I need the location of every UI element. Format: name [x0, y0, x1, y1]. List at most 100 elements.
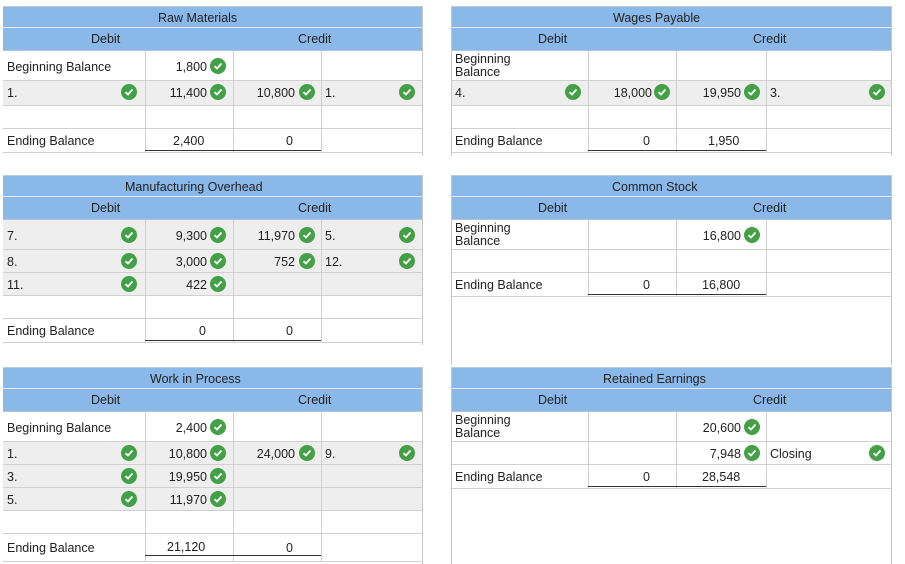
row-label: Ending Balance	[455, 134, 543, 148]
column-header-row: Debit Credit	[3, 197, 422, 220]
ending-balance-row: Ending Balance 21,120 0	[3, 534, 422, 562]
row-label-line1: Beginning	[455, 221, 511, 235]
common-stock-account: Common Stock Debit Credit Beginning Bala…	[451, 175, 892, 365]
credit-amount[interactable]: 10,800	[256, 86, 295, 100]
row-label-line2: Balance	[455, 234, 501, 248]
check-circle-icon	[210, 468, 226, 484]
row-label: Ending Balance	[7, 324, 95, 338]
entry-row: 8. 3,000 752 12.	[3, 250, 422, 273]
beginning-balance-row: Beginning Balance 1,800	[3, 51, 422, 81]
debit-amount[interactable]: 11,970	[169, 493, 207, 507]
ending-credit: 0	[286, 134, 293, 148]
ending-credit: 0	[286, 541, 293, 555]
row-label: Ending Balance	[7, 541, 95, 555]
row-label[interactable]: 4.	[455, 86, 466, 100]
debit-header: Debit	[91, 393, 121, 407]
raw-materials-account: Raw Materials Debit Credit Beginning Bal…	[3, 6, 423, 156]
column-header-row: Debit Credit	[452, 389, 891, 412]
debit-header: Debit	[91, 201, 121, 215]
row-label-line2: Balance	[455, 65, 501, 79]
credit-amount[interactable]: 11,970	[257, 229, 295, 243]
credit-ref[interactable]: 9.	[325, 447, 336, 461]
account-title-bar: Common Stock	[452, 175, 891, 197]
check-circle-icon	[121, 227, 137, 243]
debit-amount[interactable]: 3,000	[175, 255, 207, 269]
entry-row: 3. 19,950	[3, 465, 422, 488]
credit-header: Credit	[753, 201, 787, 215]
debit-amount[interactable]: 9,300	[175, 229, 207, 243]
row-label[interactable]: 1.	[7, 447, 18, 461]
row-label: Ending Balance	[7, 134, 95, 148]
row-label: Beginning Balance	[7, 60, 112, 74]
beginning-balance-row: Beginning Balance 16,800	[452, 220, 891, 250]
credit-ref[interactable]: 1.	[325, 86, 336, 100]
credit-amount[interactable]: 20,600	[702, 421, 741, 435]
row-label[interactable]: 11.	[7, 278, 24, 292]
check-circle-icon	[210, 445, 226, 461]
blank-row	[3, 106, 422, 129]
debit-amount[interactable]: 19,950	[168, 470, 207, 484]
ending-debit: 0	[643, 134, 650, 148]
check-circle-icon	[121, 276, 137, 292]
column-header-row: Debit Credit	[452, 197, 891, 220]
check-circle-icon	[399, 253, 415, 269]
credit-amount[interactable]: 24,000	[256, 447, 295, 461]
check-circle-icon	[869, 445, 885, 461]
blank-row	[3, 511, 422, 534]
credit-header: Credit	[298, 393, 332, 407]
row-label-line1: Beginning	[455, 52, 511, 66]
credit-ref[interactable]: 3.	[770, 86, 781, 100]
account-title-bar: Raw Materials	[3, 6, 422, 28]
debit-header: Debit	[538, 201, 568, 215]
check-circle-icon	[399, 445, 415, 461]
row-label[interactable]: 8.	[7, 255, 18, 269]
check-circle-icon	[744, 419, 760, 435]
credit-amount[interactable]: 752	[274, 255, 295, 269]
blank-row	[452, 250, 891, 273]
debit-amount[interactable]: 1,800	[175, 60, 207, 74]
debit-header: Debit	[538, 393, 568, 407]
check-circle-icon	[210, 227, 226, 243]
check-circle-icon	[299, 253, 315, 269]
debit-amount[interactable]: 18,000	[613, 86, 652, 100]
debit-amount[interactable]: 422	[186, 278, 207, 292]
row-label[interactable]: 1.	[7, 86, 18, 100]
credit-ref[interactable]: 12.	[325, 255, 343, 269]
row-label[interactable]: 3.	[7, 470, 18, 484]
check-circle-icon	[210, 84, 226, 100]
ending-credit: 28,548	[702, 470, 741, 484]
check-circle-icon	[399, 84, 415, 100]
account-title: Work in Process	[150, 372, 241, 386]
check-circle-icon	[210, 253, 226, 269]
check-circle-icon	[210, 419, 226, 435]
account-title-bar: Work in Process	[3, 367, 422, 389]
credit-ref[interactable]: Closing	[770, 447, 812, 461]
ending-credit: 0	[286, 324, 293, 338]
credit-amount[interactable]: 7,948	[709, 447, 741, 461]
credit-ref[interactable]: 5.	[325, 229, 336, 243]
row-label[interactable]: 5.	[7, 493, 18, 507]
ending-credit: 1,950	[708, 134, 740, 148]
account-title-bar: Wages Payable	[452, 6, 891, 28]
manufacturing-overhead-account: Manufacturing Overhead Debit Credit 7. 9…	[3, 175, 423, 345]
credit-header: Credit	[298, 201, 332, 215]
work-in-process-account: Work in Process Debit Credit Beginning B…	[3, 367, 423, 564]
credit-amount[interactable]: 16,800	[702, 229, 741, 243]
account-title-bar: Manufacturing Overhead	[3, 175, 422, 197]
account-title: Raw Materials	[158, 11, 238, 25]
ending-credit: 16,800	[702, 278, 741, 292]
debit-amount[interactable]: 11,400	[169, 86, 207, 100]
row-label: Ending Balance	[455, 470, 543, 484]
debit-amount[interactable]: 10,800	[168, 447, 207, 461]
row-label: Beginning Balance	[7, 421, 112, 435]
beginning-balance-row: Beginning Balance	[452, 51, 891, 81]
debit-amount[interactable]: 2,400	[175, 421, 207, 435]
credit-amount[interactable]: 19,950	[702, 86, 741, 100]
check-circle-icon	[121, 445, 137, 461]
blank-row	[452, 106, 891, 129]
entry-row: 1. 10,800 24,000 9.	[3, 442, 422, 465]
ending-debit: 0	[643, 278, 650, 292]
column-header-row: Debit Credit	[3, 389, 422, 412]
entry-row: 11. 422	[3, 273, 422, 296]
row-label[interactable]: 7.	[7, 229, 18, 243]
